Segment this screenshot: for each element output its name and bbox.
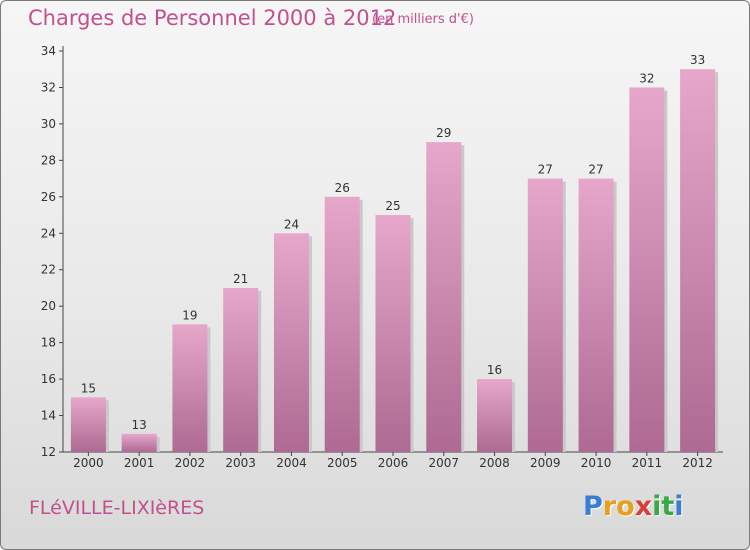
data-label: 27 <box>538 163 553 177</box>
bar <box>680 69 716 453</box>
x-tick-label: 2000 <box>73 456 104 470</box>
bar <box>629 87 665 453</box>
x-tick-label: 2012 <box>682 456 713 470</box>
data-label: 33 <box>690 53 705 67</box>
data-label: 19 <box>182 308 197 322</box>
bar <box>578 178 614 452</box>
bar <box>121 433 157 452</box>
y-tick-label: 28 <box>41 153 56 167</box>
y-tick-label: 20 <box>41 299 56 313</box>
bar <box>70 397 106 452</box>
y-tick-label: 24 <box>41 226 56 240</box>
bar <box>273 233 309 452</box>
y-tick-label: 18 <box>41 336 56 350</box>
x-tick-label: 2005 <box>327 456 358 470</box>
bar <box>477 379 513 452</box>
x-tick-label: 2003 <box>225 456 256 470</box>
y-tick-label: 32 <box>41 80 56 94</box>
data-label: 29 <box>436 126 451 140</box>
commune-name: FLéVILLE-LIXIèRES <box>29 497 205 519</box>
data-label: 25 <box>385 199 400 213</box>
logo-letter: t <box>661 491 675 522</box>
data-label: 21 <box>233 272 248 286</box>
logo-letter: i <box>652 491 662 522</box>
proxiti-logo: Proxiti <box>583 491 684 522</box>
bar <box>527 178 563 452</box>
logo-letter: o <box>616 491 635 522</box>
x-tick-label: 2007 <box>428 456 459 470</box>
data-label: 24 <box>284 217 299 231</box>
data-label: 26 <box>335 181 350 195</box>
x-tick-label: 2010 <box>581 456 612 470</box>
bar <box>375 215 411 452</box>
x-tick-label: 2009 <box>530 456 561 470</box>
chart-subtitle: (en milliers d'€) <box>372 12 474 27</box>
chart-title: Charges de Personnel 2000 à 2012 <box>28 6 397 30</box>
logo-letter: r <box>602 491 617 522</box>
y-tick-label: 34 <box>41 44 56 58</box>
data-label: 16 <box>487 363 502 377</box>
x-tick-label: 2004 <box>276 456 307 470</box>
x-tick-label: 2001 <box>124 456 155 470</box>
data-label: 32 <box>639 71 654 85</box>
logo-letter: i <box>674 491 684 522</box>
bar <box>324 196 360 452</box>
x-tick-label: 2008 <box>479 456 510 470</box>
y-tick-label: 12 <box>41 445 56 459</box>
bar <box>426 142 462 453</box>
data-label: 13 <box>132 418 147 432</box>
y-tick-label: 26 <box>41 190 56 204</box>
data-label: 15 <box>81 381 96 395</box>
x-tick-label: 2011 <box>632 456 663 470</box>
y-tick-label: 22 <box>41 263 56 277</box>
bar <box>172 324 208 452</box>
data-label: 27 <box>588 163 603 177</box>
bar <box>223 287 259 452</box>
logo-letter: P <box>583 491 603 522</box>
logo-letter: x <box>634 491 653 522</box>
x-tick-label: 2006 <box>378 456 409 470</box>
x-tick-label: 2002 <box>175 456 206 470</box>
y-tick-label: 16 <box>41 372 56 386</box>
y-tick-label: 30 <box>41 117 56 131</box>
y-tick-label: 14 <box>41 409 56 423</box>
